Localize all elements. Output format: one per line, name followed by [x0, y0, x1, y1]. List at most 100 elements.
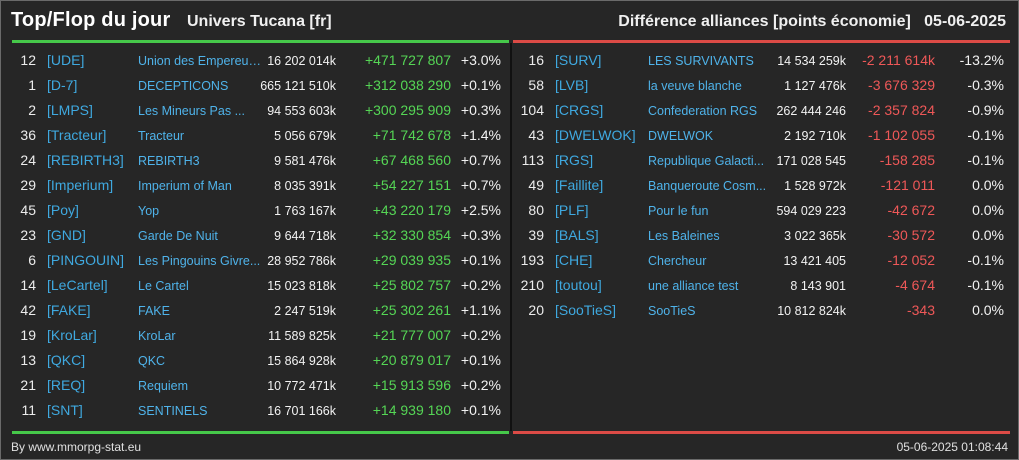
alliance-rank: 20 [528, 302, 544, 318]
alliance-name[interactable]: DECEPTICONS [138, 79, 229, 93]
alliance-points: 8 035 391k [274, 179, 336, 193]
alliance-tag[interactable]: [D-7] [47, 77, 78, 93]
alliance-points: 11 589 825k [268, 329, 336, 343]
alliance-rank: 193 [520, 252, 544, 268]
alliance-name[interactable]: une alliance test [648, 279, 739, 293]
alliance-rank: 6 [28, 252, 36, 268]
alliance-row: 24 [REBIRTH3] REBIRTH3 9 581 476k +67 468 56… [12, 148, 509, 173]
alliance-tag[interactable]: [LMPS] [47, 102, 93, 118]
alliance-tag[interactable]: [BALS] [555, 227, 599, 243]
alliance-name[interactable]: Le Cartel [138, 279, 189, 293]
alliance-name[interactable]: Imperium of Man [138, 179, 232, 193]
alliance-tag[interactable]: [REBIRTH3] [47, 152, 124, 168]
alliance-name[interactable]: Confederation RGS [648, 104, 758, 118]
alliance-name[interactable]: Banqueroute Cosm... [648, 179, 767, 193]
alliance-points: 594 029 223 [776, 204, 846, 218]
points-difference: +67 468 560 [372, 152, 451, 168]
alliance-tag[interactable]: [UDE] [47, 52, 85, 68]
alliance-row: 20 [SooTieS] SooTieS 10 812 824k -343 0.0% [513, 298, 1010, 323]
alliance-name[interactable]: Les Pingouins Givre... [138, 254, 261, 268]
alliance-points: 9 581 476k [274, 154, 336, 168]
points-difference: -30 572 [887, 227, 935, 243]
alliance-tag[interactable]: [LeCartel] [47, 277, 108, 293]
alliance-name[interactable]: FAKE [138, 304, 170, 318]
alliance-tag[interactable]: [QKC] [47, 352, 86, 368]
top-accent-bar [12, 40, 509, 43]
alliance-tag[interactable]: [REQ] [47, 377, 86, 393]
alliance-rank: 49 [528, 177, 544, 193]
alliance-name[interactable]: KroLar [138, 329, 176, 343]
alliance-tag[interactable]: [SooTieS] [555, 302, 616, 318]
alliance-rank: 29 [20, 177, 36, 193]
alliance-tag[interactable]: [KroLar] [47, 327, 97, 343]
percent-change: +1.4% [460, 127, 501, 143]
alliance-rank: 36 [20, 127, 36, 143]
alliance-tag[interactable]: [LVB] [555, 77, 589, 93]
alliance-tag[interactable]: [GND] [47, 227, 86, 243]
alliance-tag[interactable]: [Imperium] [47, 177, 114, 193]
alliance-name[interactable]: QKC [138, 354, 166, 368]
alliance-points: 13 421 405 [783, 254, 846, 268]
alliance-rank: 45 [20, 202, 36, 218]
top-gainers-list: 12 [UDE] Union des Empereur... 16 202 014k +… [12, 48, 509, 423]
alliance-row: 39 [BALS] Les Baleines 3 022 365k -30 572 0.0… [513, 223, 1010, 248]
alliance-name[interactable]: Republique Galacti... [648, 154, 765, 168]
alliance-rank: 104 [520, 102, 544, 118]
alliance-tag[interactable]: [SURV] [555, 52, 602, 68]
alliance-tag[interactable]: [Poy] [47, 202, 79, 218]
alliance-tag[interactable]: [toutou] [555, 277, 602, 293]
alliance-name[interactable]: Yop [138, 204, 160, 218]
flop-accent-bar [513, 40, 1010, 43]
alliance-tag[interactable]: [CHE] [555, 252, 593, 268]
percent-change: +3.0% [460, 52, 501, 68]
percent-change: -0.3% [967, 77, 1004, 93]
alliance-name[interactable]: Pour le fun [648, 204, 709, 218]
points-difference: +54 227 151 [372, 177, 451, 193]
alliance-tag[interactable]: [PINGOUIN] [47, 252, 125, 268]
percent-change: +0.7% [460, 152, 501, 168]
percent-change: 0.0% [972, 202, 1004, 218]
alliance-name[interactable]: la veuve blanche [648, 79, 742, 93]
alliance-name[interactable]: Les Baleines [648, 229, 720, 243]
alliance-name[interactable]: LES SURVIVANTS [648, 54, 754, 68]
alliance-tag[interactable]: [PLF] [555, 202, 589, 218]
points-difference: +25 802 757 [372, 277, 451, 293]
percent-change: +2.5% [460, 202, 501, 218]
alliance-rank: 39 [528, 227, 544, 243]
points-difference: +15 913 596 [372, 377, 451, 393]
alliance-tag[interactable]: [RGS] [555, 152, 594, 168]
points-difference: +300 295 909 [364, 102, 451, 118]
alliance-tag[interactable]: [SNT] [47, 402, 83, 418]
alliance-tag[interactable]: [DWELWOK] [555, 127, 636, 143]
alliance-name[interactable]: SENTINELS [138, 404, 208, 418]
alliance-name[interactable]: SooTieS [648, 304, 696, 318]
alliance-name[interactable]: Les Mineurs Pas ... [138, 104, 245, 118]
alliance-tag[interactable]: [FAKE] [47, 302, 91, 318]
alliance-points: 28 952 786k [267, 254, 336, 268]
alliance-row: 45 [Poy] Yop 1 763 167k +43 220 179 +2.5% [12, 198, 509, 223]
points-difference: -158 285 [879, 152, 935, 168]
alliance-points: 5 056 679k [274, 129, 336, 143]
alliance-name[interactable]: Union des Empereur... [138, 54, 262, 68]
alliance-row: 14 [LeCartel] Le Cartel 15 023 818k +25 802 … [12, 273, 509, 298]
points-difference: -1 102 055 [868, 127, 935, 143]
alliance-row: 113 [RGS] Republique Galacti... 171 028 545… [513, 148, 1010, 173]
alliance-points: 16 202 014k [267, 54, 336, 68]
alliance-name[interactable]: Requiem [138, 379, 189, 393]
alliance-name[interactable]: Chercheur [648, 254, 707, 268]
alliance-row: 13 [QKC] QKC 15 864 928k +20 879 017 +0.1% [12, 348, 509, 373]
alliance-row: 6 [PINGOUIN] Les Pingouins Givre... 28 952 … [12, 248, 509, 273]
points-difference: -343 [906, 302, 935, 318]
alliance-tag[interactable]: [CRGS] [555, 102, 604, 118]
header-right: Différence alliances [points économie] 0… [618, 13, 1006, 31]
alliance-points: 2 192 710k [784, 129, 846, 143]
alliance-name[interactable]: REBIRTH3 [138, 154, 200, 168]
alliance-name[interactable]: Tracteur [138, 129, 185, 143]
alliance-tag[interactable]: [Faillite] [555, 177, 604, 193]
alliance-row: 210 [toutou] une alliance test 8 143 901 -4 … [513, 273, 1010, 298]
alliance-name[interactable]: DWELWOK [648, 129, 714, 143]
percent-change: +1.1% [460, 302, 501, 318]
alliance-name[interactable]: Garde De Nuit [138, 229, 218, 243]
alliance-rank: 2 [28, 102, 36, 118]
alliance-tag[interactable]: [Tracteur] [47, 127, 107, 143]
